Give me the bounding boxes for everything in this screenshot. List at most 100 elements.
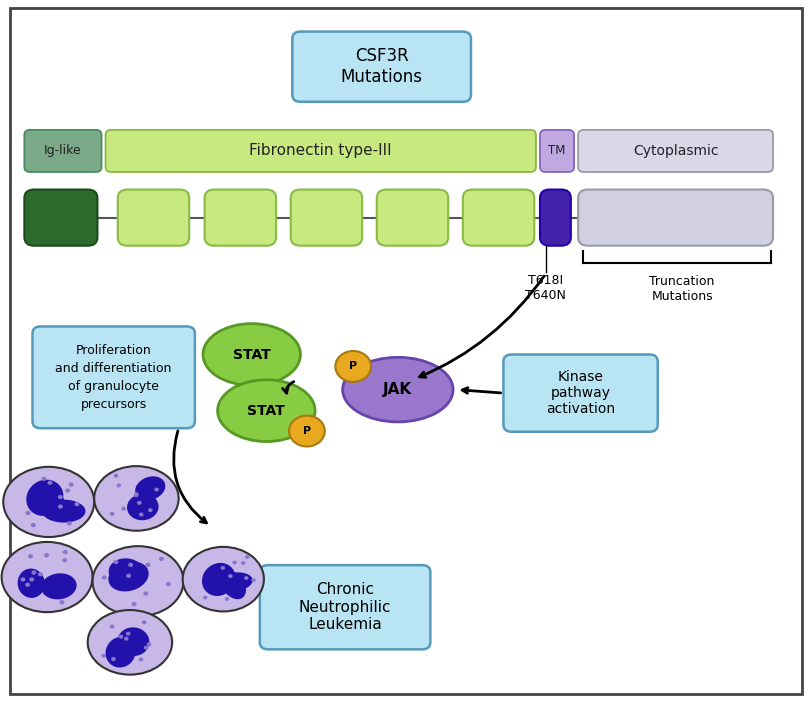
Circle shape	[147, 642, 151, 647]
Circle shape	[131, 602, 136, 607]
Circle shape	[143, 591, 148, 596]
Circle shape	[111, 657, 116, 661]
Text: T618I
T640N: T618I T640N	[525, 274, 565, 302]
Ellipse shape	[3, 467, 94, 537]
Circle shape	[58, 495, 62, 499]
Ellipse shape	[203, 324, 300, 385]
FancyBboxPatch shape	[260, 565, 430, 649]
Text: JAK: JAK	[383, 382, 412, 397]
Circle shape	[118, 635, 123, 639]
FancyBboxPatch shape	[204, 190, 276, 246]
Circle shape	[25, 583, 30, 587]
FancyBboxPatch shape	[539, 190, 570, 246]
Ellipse shape	[2, 542, 92, 612]
Circle shape	[26, 511, 31, 515]
Circle shape	[58, 505, 62, 509]
Circle shape	[159, 557, 164, 561]
Circle shape	[62, 558, 67, 562]
Circle shape	[29, 577, 34, 581]
Text: Truncation
Mutations: Truncation Mutations	[649, 275, 714, 303]
Circle shape	[251, 578, 255, 582]
Text: Proliferation
and differentiation
of granulocyte
precursors: Proliferation and differentiation of gra…	[55, 344, 172, 411]
Circle shape	[116, 484, 121, 487]
Circle shape	[154, 488, 159, 491]
Circle shape	[69, 482, 74, 486]
FancyBboxPatch shape	[539, 130, 573, 172]
FancyBboxPatch shape	[577, 190, 772, 246]
Circle shape	[65, 489, 70, 493]
Text: Fibronectin type-III: Fibronectin type-III	[249, 143, 392, 159]
Circle shape	[101, 654, 105, 658]
Text: Kinase
pathway
activation: Kinase pathway activation	[545, 370, 615, 416]
Circle shape	[289, 416, 324, 446]
Ellipse shape	[202, 563, 235, 596]
Ellipse shape	[135, 477, 165, 501]
Text: Ig-like: Ig-like	[44, 145, 82, 157]
Text: STAT: STAT	[233, 347, 270, 362]
Text: CSF3R
Mutations: CSF3R Mutations	[341, 47, 422, 86]
Circle shape	[335, 351, 371, 382]
Circle shape	[142, 621, 146, 624]
Ellipse shape	[108, 562, 148, 592]
Ellipse shape	[42, 500, 85, 522]
FancyBboxPatch shape	[376, 190, 448, 246]
Ellipse shape	[94, 466, 178, 531]
Text: Chronic
Neutrophilic
Leukemia: Chronic Neutrophilic Leukemia	[298, 583, 391, 632]
FancyBboxPatch shape	[24, 130, 101, 172]
Ellipse shape	[41, 574, 76, 600]
Circle shape	[137, 501, 141, 505]
Ellipse shape	[214, 572, 252, 592]
Circle shape	[38, 572, 43, 576]
Circle shape	[67, 521, 72, 526]
Circle shape	[221, 566, 225, 570]
Circle shape	[134, 492, 139, 496]
Circle shape	[232, 561, 237, 564]
Circle shape	[144, 646, 148, 649]
Text: P: P	[349, 362, 357, 371]
FancyBboxPatch shape	[462, 190, 534, 246]
Circle shape	[148, 508, 152, 512]
Circle shape	[109, 625, 114, 628]
Circle shape	[59, 600, 64, 604]
Circle shape	[165, 582, 170, 586]
Circle shape	[228, 574, 232, 578]
Circle shape	[225, 597, 229, 601]
Circle shape	[203, 596, 208, 600]
Circle shape	[41, 477, 46, 481]
Circle shape	[244, 576, 248, 580]
Text: TM: TM	[547, 145, 565, 157]
FancyBboxPatch shape	[292, 32, 470, 102]
Ellipse shape	[127, 494, 158, 520]
Text: Cytoplasmic: Cytoplasmic	[632, 144, 718, 158]
Circle shape	[145, 563, 150, 567]
Ellipse shape	[109, 558, 144, 587]
Circle shape	[114, 559, 118, 564]
Circle shape	[32, 570, 36, 575]
Ellipse shape	[105, 637, 135, 668]
FancyBboxPatch shape	[290, 190, 362, 246]
Circle shape	[126, 574, 131, 578]
Circle shape	[31, 523, 36, 527]
Ellipse shape	[18, 569, 45, 598]
Circle shape	[134, 494, 138, 497]
Ellipse shape	[342, 357, 453, 422]
Ellipse shape	[182, 547, 264, 611]
FancyBboxPatch shape	[577, 130, 772, 172]
FancyBboxPatch shape	[105, 130, 535, 172]
Ellipse shape	[220, 571, 246, 600]
Circle shape	[28, 554, 33, 559]
Circle shape	[47, 481, 53, 485]
Circle shape	[62, 550, 67, 555]
Ellipse shape	[26, 479, 63, 516]
Circle shape	[126, 632, 131, 636]
Ellipse shape	[88, 610, 172, 675]
Circle shape	[44, 553, 49, 557]
Ellipse shape	[92, 546, 183, 616]
FancyBboxPatch shape	[32, 326, 195, 428]
Circle shape	[139, 657, 143, 661]
Ellipse shape	[217, 380, 315, 442]
Circle shape	[241, 561, 245, 565]
Circle shape	[20, 577, 25, 582]
Circle shape	[109, 512, 114, 516]
Ellipse shape	[34, 490, 65, 517]
